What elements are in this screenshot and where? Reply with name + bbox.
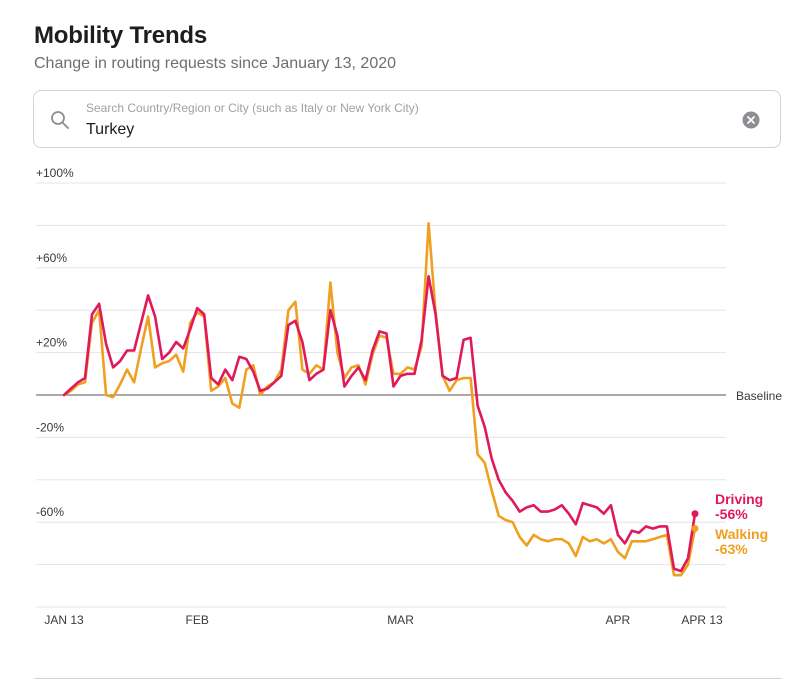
x-tick-label: MAR (387, 613, 414, 627)
x-tick-label: JAN 13 (44, 613, 84, 627)
walking-line (62, 221, 697, 577)
y-tick-label: -60% (36, 505, 64, 519)
clear-icon[interactable] (742, 111, 760, 129)
driving-line (62, 275, 697, 573)
driving-end-value: -56% (715, 506, 748, 522)
x-tick-label: FEB (186, 613, 209, 627)
bottom-divider (34, 678, 782, 679)
baseline-label: Baseline (736, 389, 782, 403)
driving-legend-label: Driving (715, 491, 763, 507)
x-tick-label: APR (606, 613, 631, 627)
y-tick-label: +20% (36, 336, 67, 350)
y-tick-label: +100% (36, 166, 74, 180)
mobility-chart: +100% +60% +20% -20% -60% Baseline JAN 13 FEB MA… (36, 166, 782, 627)
x-tick-label: APR 13 (681, 613, 723, 627)
search-input[interactable] (86, 121, 726, 139)
search-icon (51, 111, 69, 129)
y-tick-label: -20% (36, 420, 64, 434)
walking-legend-label: Walking (715, 526, 768, 542)
driving-end-point (691, 510, 699, 518)
y-tick-label: +60% (36, 251, 67, 265)
search-box[interactable]: Search Country/Region or City (such as I… (33, 90, 781, 148)
page-subtitle: Change in routing requests since January… (34, 55, 397, 72)
walking-end-value: -63% (715, 541, 748, 557)
search-placeholder: Search Country/Region or City (such as I… (86, 101, 419, 115)
walking-end-point (691, 525, 699, 533)
page-title: Mobility Trends (34, 22, 208, 49)
